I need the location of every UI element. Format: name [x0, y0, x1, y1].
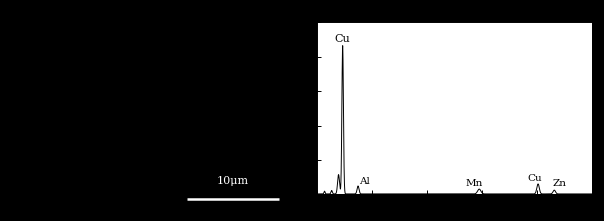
Text: Al: Al [359, 177, 370, 185]
Text: Zn: Zn [552, 179, 566, 188]
Text: Cu: Cu [527, 174, 542, 183]
Text: b: b [265, 15, 275, 29]
Text: Cu: Cu [335, 34, 350, 44]
Text: cps/ev: cps/ev [284, 6, 313, 15]
Text: 10μm: 10μm [217, 176, 249, 186]
Text: Mn: Mn [465, 179, 483, 188]
